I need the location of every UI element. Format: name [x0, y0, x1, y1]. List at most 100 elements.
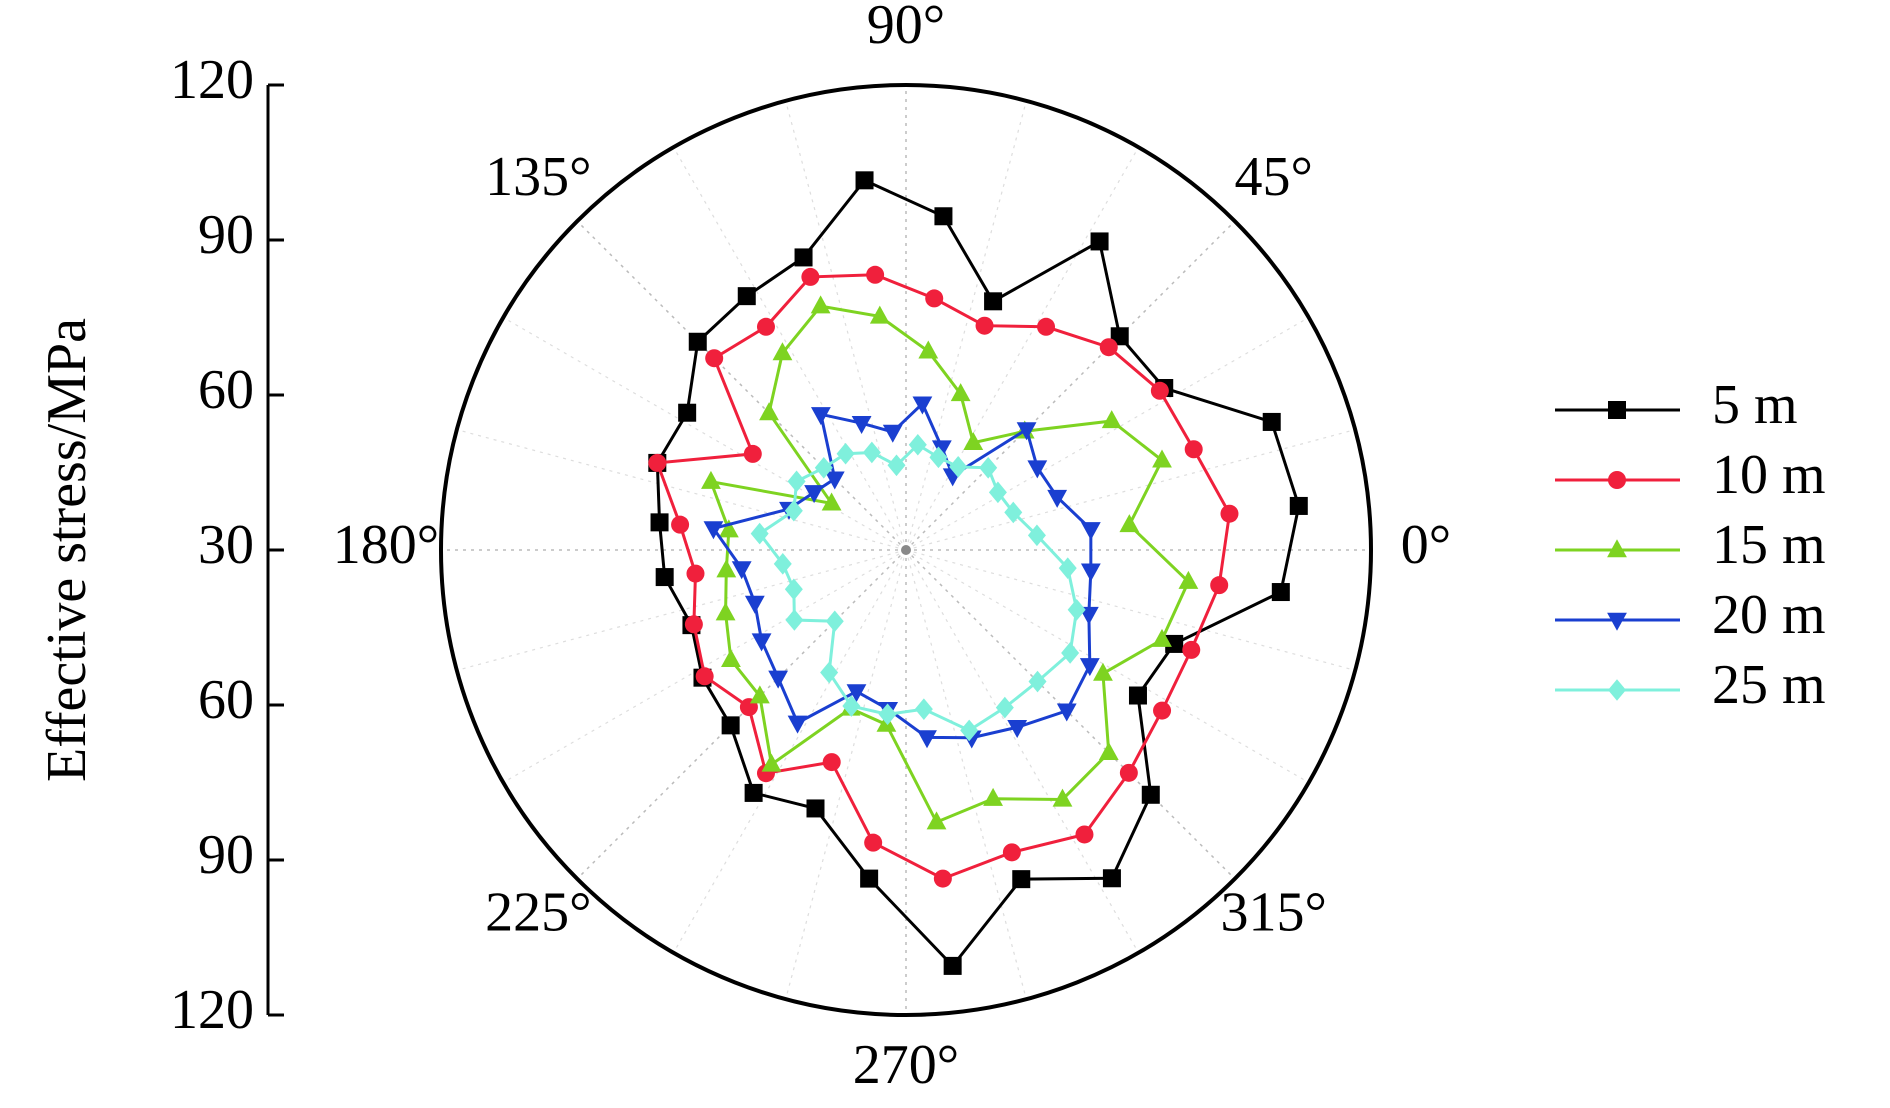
marker: [1075, 825, 1094, 844]
marker: [772, 342, 793, 361]
grid-line: [576, 220, 907, 551]
marker: [686, 564, 705, 583]
grid-line-minor: [905, 549, 1356, 671]
marker: [1152, 628, 1172, 647]
marker: [929, 446, 948, 469]
r-tick-label: 90: [198, 824, 254, 886]
marker: [1607, 612, 1627, 631]
marker: [963, 431, 984, 450]
marker: [926, 811, 947, 830]
marker: [931, 440, 952, 459]
marker: [718, 519, 739, 538]
marker: [842, 695, 861, 717]
grid-line: [905, 220, 1236, 551]
polar-frame: [439, 83, 1373, 1017]
marker: [1608, 401, 1626, 419]
r-tick-label: 60: [198, 669, 254, 731]
angle-label: 270°: [853, 1034, 959, 1096]
marker: [751, 633, 772, 652]
marker: [1110, 327, 1129, 346]
marker: [655, 568, 674, 587]
angle-label: 90°: [867, 0, 945, 56]
marker: [749, 685, 770, 704]
r-tick-label: 120: [170, 979, 254, 1041]
marker: [804, 485, 824, 504]
marker: [1153, 701, 1172, 720]
marker: [933, 869, 952, 888]
marker: [787, 470, 806, 493]
grid-line-minor: [905, 549, 1140, 954]
marker: [744, 595, 765, 614]
marker: [1027, 460, 1048, 479]
marker: [761, 753, 782, 772]
angle-label: 45°: [1234, 146, 1312, 208]
marker: [1150, 381, 1169, 400]
marker: [1102, 869, 1121, 888]
marker: [914, 698, 933, 720]
legend-label: 5 m: [1712, 374, 1798, 436]
marker: [806, 799, 825, 818]
grid-line-minor: [905, 316, 1310, 551]
marker: [671, 515, 690, 534]
r-tick-label: 120: [170, 49, 254, 111]
marker: [814, 456, 833, 479]
r-tick-label: 30: [198, 514, 254, 576]
marker: [984, 292, 1003, 311]
marker: [824, 471, 845, 490]
marker: [784, 578, 803, 601]
marker: [756, 317, 775, 336]
legend-label: 25 m: [1712, 654, 1826, 716]
marker: [1061, 642, 1080, 664]
marker: [949, 456, 968, 478]
marker: [1099, 338, 1118, 357]
marker: [678, 403, 697, 422]
angle-label: 135°: [485, 146, 591, 208]
marker: [794, 248, 813, 267]
marker: [1016, 422, 1037, 441]
marker: [864, 833, 883, 852]
marker: [1262, 412, 1281, 431]
marker: [908, 433, 927, 456]
marker: [917, 730, 937, 749]
marker: [1002, 843, 1021, 862]
marker: [862, 441, 881, 464]
marker: [1058, 557, 1077, 579]
marker: [995, 696, 1014, 719]
marker: [979, 456, 998, 479]
marker: [801, 267, 820, 286]
marker: [1027, 524, 1046, 547]
marker: [744, 783, 763, 802]
marker: [1608, 471, 1626, 489]
marker: [1052, 788, 1073, 807]
grid-line-minor: [785, 549, 907, 1000]
marker: [773, 553, 792, 575]
marker: [688, 332, 707, 351]
marker: [1271, 583, 1290, 602]
marker: [851, 416, 872, 435]
marker: [1098, 741, 1119, 760]
marker: [1119, 763, 1138, 782]
grid-line-minor: [905, 100, 1027, 551]
marker: [1182, 640, 1201, 659]
marker: [1165, 634, 1184, 653]
marker: [715, 602, 736, 621]
marker: [701, 470, 721, 489]
marker: [1007, 720, 1028, 739]
marker: [784, 499, 803, 522]
marker: [912, 396, 933, 415]
marker: [787, 715, 808, 734]
marker: [825, 610, 844, 633]
marker: [650, 513, 669, 532]
marker: [1178, 570, 1199, 589]
grid-line-minor: [502, 316, 907, 551]
marker: [721, 716, 740, 735]
legend-label: 15 m: [1712, 514, 1826, 576]
marker: [866, 265, 885, 284]
y-axis-title: Effective stress/MPa: [36, 318, 98, 782]
marker: [855, 171, 874, 190]
marker: [960, 719, 979, 742]
marker: [1090, 232, 1109, 251]
marker: [716, 559, 737, 578]
marker: [822, 753, 841, 772]
